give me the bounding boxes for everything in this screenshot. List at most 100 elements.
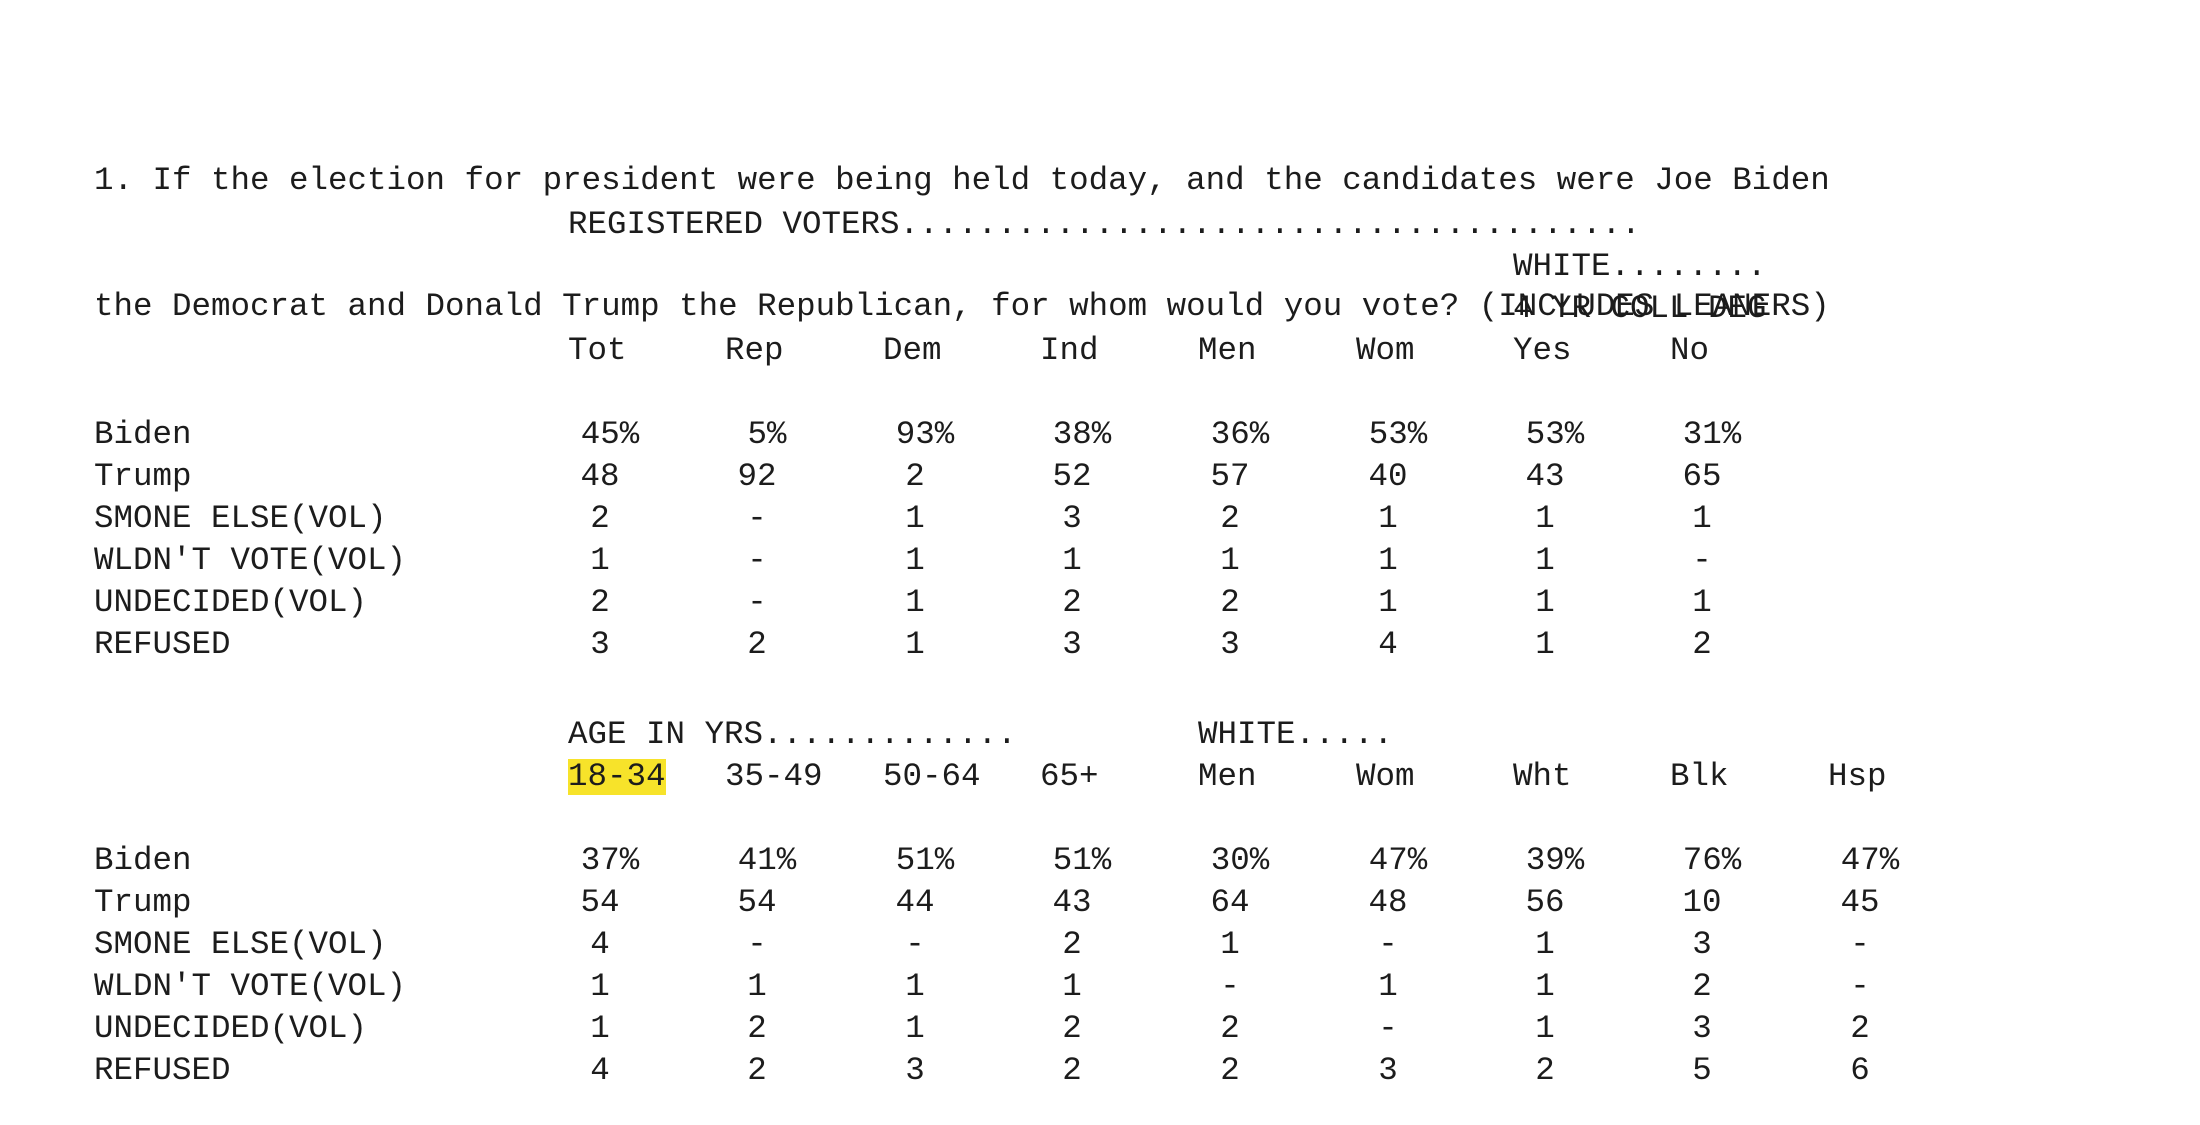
table-cell: 2 xyxy=(1692,626,1712,663)
table-cell: 36% xyxy=(1210,416,1270,453)
table-cell: 2 xyxy=(1692,968,1712,1005)
table-cell: 2 xyxy=(1220,500,1240,537)
table-cell: 30% xyxy=(1210,842,1270,879)
table-cell: - xyxy=(905,926,925,963)
column-header-rep: Rep xyxy=(725,332,784,369)
table-cell: - xyxy=(747,500,767,537)
table-cell: 43 xyxy=(1525,458,1565,495)
table-cell: - xyxy=(1850,926,1870,963)
table-cell: 53% xyxy=(1525,416,1585,453)
table-cell: 1 xyxy=(590,1010,610,1047)
table-cell: 1 xyxy=(747,968,767,1005)
row-label-biden: Biden xyxy=(94,416,192,453)
column-header-hsp: Hsp xyxy=(1828,758,1887,795)
table-cell: 48 xyxy=(580,458,620,495)
table-cell: 31% xyxy=(1682,416,1742,453)
table-cell: 2 xyxy=(1535,1052,1555,1089)
table-cell: 47% xyxy=(1840,842,1900,879)
row-label-wldn-t-vote-vol-: WLDN'T VOTE(VOL) xyxy=(94,542,407,579)
row-label-trump: Trump xyxy=(94,884,192,921)
row-label-refused: REFUSED xyxy=(94,626,231,663)
table-cell: 1 xyxy=(905,584,925,621)
table-cell: 47% xyxy=(1368,842,1428,879)
table-cell: 45% xyxy=(580,416,640,453)
table-cell: 4 xyxy=(590,1052,610,1089)
column-header-men: Men xyxy=(1198,332,1257,369)
table-cell: 1 xyxy=(905,500,925,537)
table-cell: 48 xyxy=(1368,884,1408,921)
table-cell: 3 xyxy=(590,626,610,663)
row-label-undecided-vol-: UNDECIDED(VOL) xyxy=(94,1010,368,1047)
table-cell: 3 xyxy=(1692,926,1712,963)
table-cell: 43 xyxy=(1052,884,1092,921)
table-cell: 1 xyxy=(1535,968,1555,1005)
table-cell: 1 xyxy=(1535,584,1555,621)
column-header-yes: Yes xyxy=(1513,332,1572,369)
table-cell: 40 xyxy=(1368,458,1408,495)
table-cell: 1 xyxy=(1220,542,1240,579)
table-cell: - xyxy=(1378,926,1398,963)
table-cell: 39% xyxy=(1525,842,1585,879)
column-header-65-: 65+ xyxy=(1040,758,1099,795)
column-header-no: No xyxy=(1670,332,1710,369)
table-cell: 54 xyxy=(580,884,620,921)
table-cell: 1 xyxy=(1378,584,1398,621)
table-cell: 2 xyxy=(1220,584,1240,621)
column-header-50-64: 50-64 xyxy=(883,758,981,795)
table-cell: 2 xyxy=(1062,926,1082,963)
table-cell: 3 xyxy=(1692,1010,1712,1047)
table-cell: - xyxy=(747,926,767,963)
table-cell: 1 xyxy=(1378,542,1398,579)
table-cell: 3 xyxy=(1378,1052,1398,1089)
table-cell: 37% xyxy=(580,842,640,879)
table-cell: 1 xyxy=(1535,500,1555,537)
table-cell: 1 xyxy=(590,968,610,1005)
table-cell: 1 xyxy=(905,1010,925,1047)
table-cell: 5 xyxy=(1692,1052,1712,1089)
table-cell: 5% xyxy=(747,416,787,453)
table-cell: 1 xyxy=(1692,500,1712,537)
table-cell: 1 xyxy=(1535,542,1555,579)
table-cell: 3 xyxy=(1062,500,1082,537)
table-cell: 53% xyxy=(1368,416,1428,453)
column-header-men: Men xyxy=(1198,758,1257,795)
table-cell: 76% xyxy=(1682,842,1742,879)
table-cell: 41% xyxy=(737,842,797,879)
row-label-wldn-t-vote-vol-: WLDN'T VOTE(VOL) xyxy=(94,968,407,1005)
table-cell: 1 xyxy=(1062,968,1082,1005)
white-gender-banner: WHITE..... xyxy=(1198,716,1394,753)
coll-deg-banner: 4 YR COLL DEG xyxy=(1513,290,1767,327)
table-cell: 54 xyxy=(737,884,777,921)
table-cell: 65 xyxy=(1682,458,1722,495)
table-cell: 1 xyxy=(1378,968,1398,1005)
column-header-wom: Wom xyxy=(1356,332,1415,369)
column-header-wht: Wht xyxy=(1513,758,1572,795)
table-cell: 1 xyxy=(905,968,925,1005)
table-cell: 2 xyxy=(747,1052,767,1089)
table-cell: 2 xyxy=(590,584,610,621)
table-cell: - xyxy=(1850,968,1870,1005)
table-cell: - xyxy=(1692,542,1712,579)
table-cell: 1 xyxy=(1535,626,1555,663)
table-cell: 2 xyxy=(1850,1010,1870,1047)
table-cell: 93% xyxy=(895,416,955,453)
table-cell: 92 xyxy=(737,458,777,495)
table-cell: 56 xyxy=(1525,884,1565,921)
table-cell: 1 xyxy=(590,542,610,579)
table-cell: 2 xyxy=(1220,1010,1240,1047)
table-cell: 1 xyxy=(1535,926,1555,963)
table-cell: 1 xyxy=(1220,926,1240,963)
table-cell: - xyxy=(1220,968,1240,1005)
age-banner: AGE IN YRS............. xyxy=(568,716,1017,753)
table-cell: 3 xyxy=(1062,626,1082,663)
column-header-dem: Dem xyxy=(883,332,942,369)
table-cell: 52 xyxy=(1052,458,1092,495)
table-cell: 45 xyxy=(1840,884,1880,921)
table-cell: - xyxy=(747,542,767,579)
table-cell: 2 xyxy=(1062,1010,1082,1047)
question-line-1: 1. If the election for president were be… xyxy=(94,162,1830,199)
table-cell: 1 xyxy=(1692,584,1712,621)
table-cell: 4 xyxy=(1378,626,1398,663)
table-cell: 3 xyxy=(1220,626,1240,663)
column-header-ind: Ind xyxy=(1040,332,1099,369)
